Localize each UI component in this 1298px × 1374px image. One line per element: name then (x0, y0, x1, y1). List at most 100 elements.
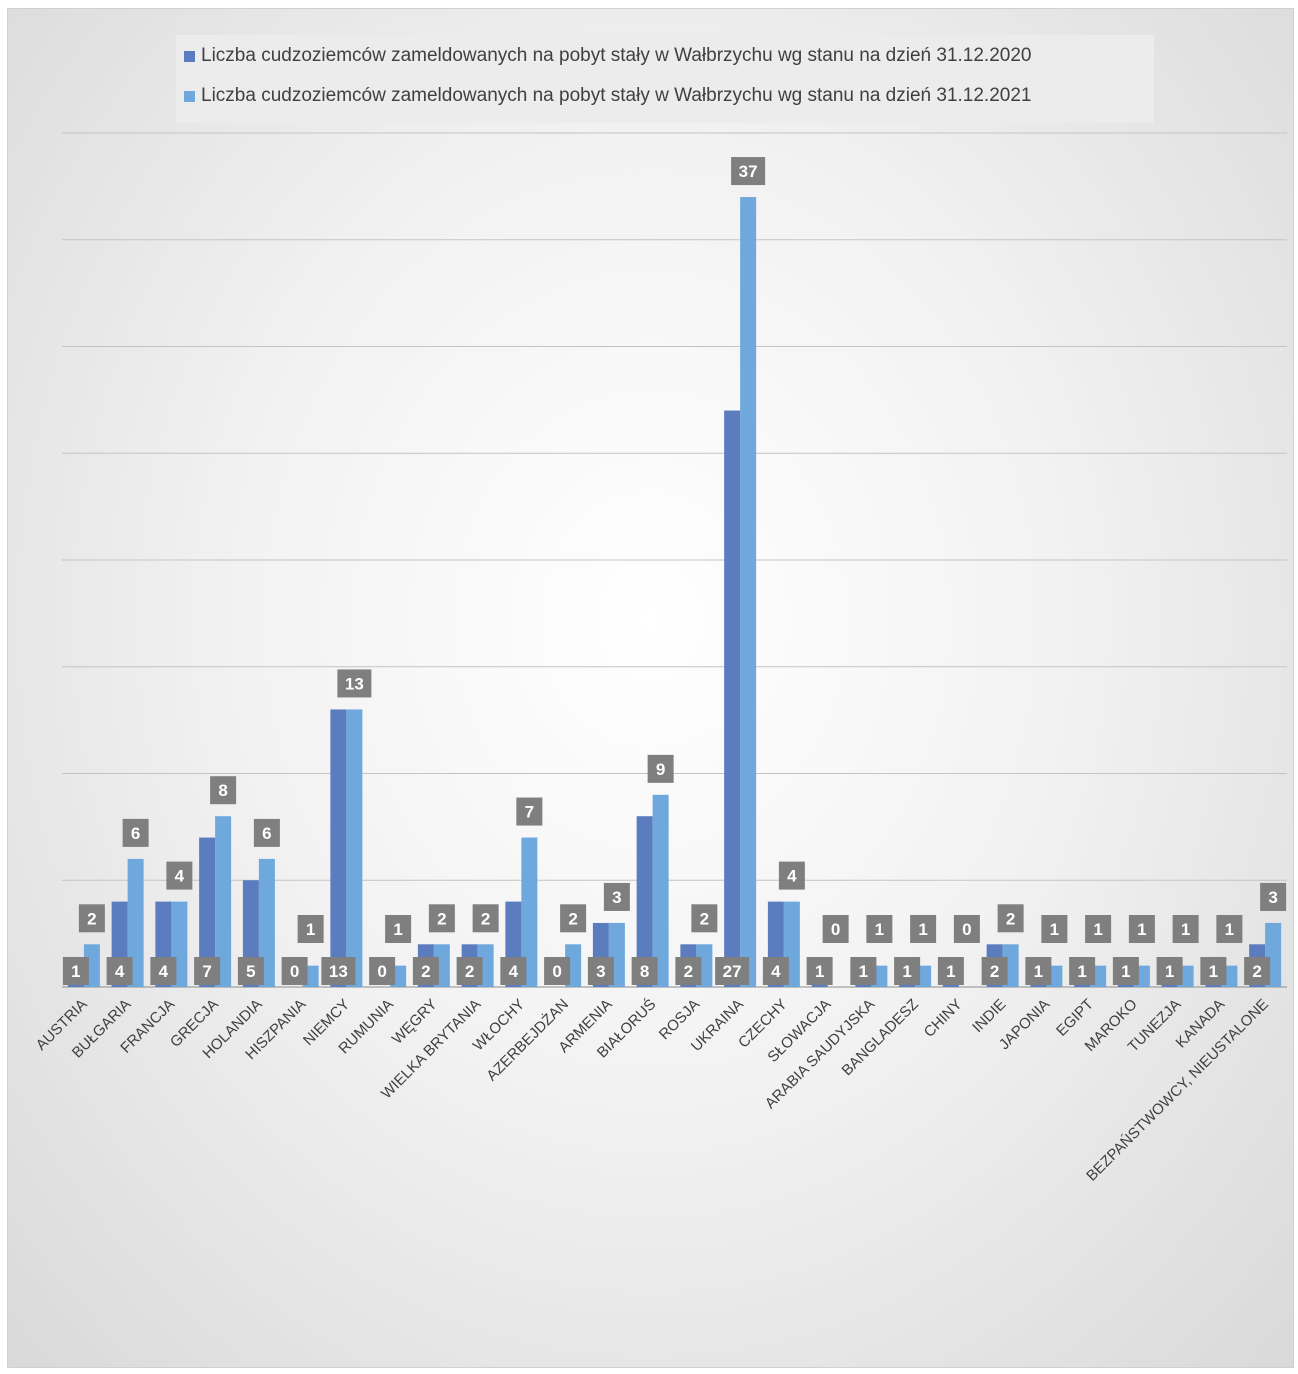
data-label-box (822, 915, 849, 943)
data-label: 8 (218, 781, 227, 800)
data-label: 0 (377, 962, 386, 981)
bar-2021 (521, 837, 538, 987)
data-label: 0 (552, 962, 561, 981)
data-label-box (806, 957, 833, 985)
data-label-box (385, 915, 412, 943)
data-label: 1 (859, 962, 868, 981)
data-label-box (297, 915, 324, 943)
legend-swatch-2021 (184, 90, 195, 102)
data-label-box (778, 861, 805, 890)
data-label-box (894, 957, 921, 985)
data-label-box (631, 957, 658, 985)
data-label: 1 (1181, 920, 1190, 939)
data-label: 4 (787, 867, 797, 886)
data-label-box (1172, 915, 1199, 943)
data-label: 1 (1165, 962, 1174, 981)
chart-frame: Liczba cudzoziemców zameldowanych na pob… (7, 8, 1294, 1368)
data-label: 2 (437, 909, 446, 928)
data-label-box (472, 904, 499, 933)
data-label-box (500, 957, 527, 985)
data-label-box (850, 957, 877, 985)
data-label: 4 (159, 962, 169, 981)
data-label: 1 (1137, 920, 1146, 939)
data-label-box (603, 882, 630, 911)
data-label: 3 (596, 962, 605, 981)
data-label-box (1085, 915, 1112, 943)
category-label: CHINY (921, 996, 966, 1041)
data-label-box (281, 957, 308, 985)
bar-2020 (330, 709, 347, 987)
data-label-box (560, 904, 587, 933)
data-label-box (1069, 957, 1096, 985)
data-label-box (321, 957, 356, 985)
data-label-box (516, 797, 543, 826)
data-label: 4 (509, 962, 519, 981)
data-label: 1 (1209, 962, 1218, 981)
data-label-box (237, 957, 264, 985)
data-label-box (731, 157, 766, 186)
data-label: 2 (700, 909, 709, 928)
data-label: 0 (831, 920, 840, 939)
data-label: 6 (262, 824, 271, 843)
data-label: 13 (345, 674, 364, 693)
data-label: 7 (525, 803, 534, 822)
data-label-box (122, 818, 149, 847)
bar-2021 (258, 858, 275, 987)
data-label-box (675, 957, 702, 985)
data-label: 1 (1050, 920, 1059, 939)
data-label: 1 (1225, 920, 1234, 939)
data-label: 1 (918, 920, 927, 939)
data-label-box (762, 957, 789, 985)
data-label-box (166, 861, 193, 890)
data-label-box (194, 957, 221, 985)
data-label-box (1112, 957, 1139, 985)
data-label: 4 (771, 962, 781, 981)
data-label: 5 (246, 962, 255, 981)
bar-2021 (740, 197, 757, 988)
data-label: 0 (962, 920, 971, 939)
data-label-box (253, 818, 280, 847)
data-label-box (150, 957, 177, 985)
data-label: 37 (739, 162, 758, 181)
data-label-box (1025, 957, 1052, 985)
category-label: BANGLADESZ (839, 996, 922, 1079)
data-label-box (337, 669, 372, 698)
data-label-box (910, 915, 937, 943)
data-label: 6 (131, 824, 140, 843)
data-label-box (587, 957, 614, 985)
data-label: 27 (723, 962, 742, 981)
data-label-box (428, 904, 455, 933)
bar-2021 (215, 816, 232, 987)
data-label: 2 (990, 962, 999, 981)
bar-2021 (346, 709, 363, 987)
data-label: 2 (1006, 909, 1015, 928)
data-label-box (953, 915, 980, 943)
data-label: 2 (87, 909, 96, 928)
data-label-box (937, 957, 964, 985)
data-label-box (691, 904, 718, 933)
data-label: 2 (568, 909, 577, 928)
bar-2020 (636, 816, 653, 987)
data-label-box (1200, 957, 1227, 985)
data-label: 1 (1093, 920, 1102, 939)
data-label-box (106, 957, 133, 985)
data-label-box (715, 957, 750, 985)
legend-swatch-2020 (184, 50, 195, 62)
data-label: 1 (1077, 962, 1086, 981)
bar-2020 (199, 837, 216, 987)
data-label-box (78, 904, 105, 933)
data-label: 1 (1034, 962, 1043, 981)
data-label: 7 (202, 962, 211, 981)
bar-2021 (127, 858, 144, 987)
data-label-box (210, 776, 237, 805)
data-label: 1 (1121, 962, 1130, 981)
data-label-box (369, 957, 396, 985)
legend-label-2021: Liczba cudzoziemców zameldowanych na pob… (201, 85, 1032, 106)
data-label-box (1156, 957, 1183, 985)
bar-2020 (724, 410, 741, 987)
data-label-box (456, 957, 483, 985)
data-label-box (62, 957, 89, 985)
data-label: 9 (656, 760, 665, 779)
chart-legend: Liczba cudzoziemców zameldowanych na pob… (176, 35, 1154, 123)
